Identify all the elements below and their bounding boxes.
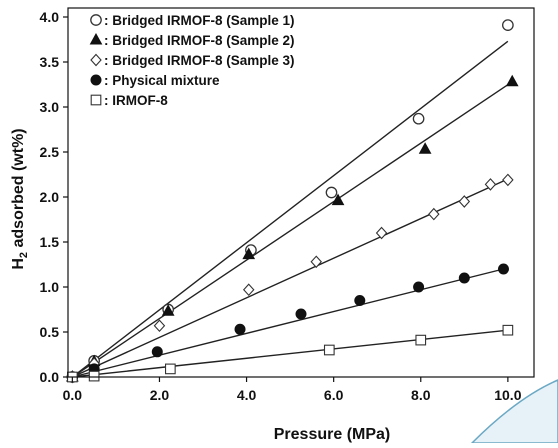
data-point-series-2 [331,193,345,206]
data-point-series-3 [502,173,514,187]
data-point-series-4 [498,263,510,275]
y-tick-label: 1.0 [40,279,60,295]
y-axis-title-rest: adsorbed (wt%) [10,128,27,252]
y-tick-label: 1.5 [40,234,60,250]
x-tick-label: 8.0 [411,387,431,403]
data-markers [66,19,519,384]
data-point-series-2 [161,304,175,316]
legend-marker-4 [90,74,102,86]
data-point-series-2 [418,142,432,154]
legend-label-2: : Bridged IRMOF-8 (Sample 2) [104,33,295,48]
fit-line-series-5 [72,329,508,378]
legend-label-4: : Physical mixture [104,73,220,88]
x-tick-label: 2.0 [150,387,170,403]
data-point-series-4 [354,295,366,306]
fit-line-series-1 [71,40,509,378]
legend-label-3: : Bridged IRMOF-8 (Sample 3) [104,53,295,68]
data-point-series-1 [325,186,338,199]
legend: : Bridged IRMOF-8 (Sample 1) : Bridged IR… [89,13,295,108]
legend-label-1: : Bridged IRMOF-8 (Sample 1) [104,13,295,28]
fit-line-series-4 [72,268,504,378]
legend-marker-3 [90,53,102,67]
axis-ticks: 0.0 2.0 4.0 6.0 8.0 10.0 0.0 0.5 1.0 1.5 2.0 2.5 3.0… [40,9,522,403]
data-point-series-4 [295,308,307,320]
x-tick-label: 4.0 [237,387,257,403]
y-tick-label: 2.5 [40,144,60,160]
data-point-series-5 [502,324,514,336]
legend-marker-2 [89,32,103,45]
data-point-series-4 [234,323,246,335]
legend-label-5: : IRMOF-8 [104,93,168,108]
data-point-series-1 [412,112,425,125]
data-point-series-3 [153,319,166,333]
data-point-series-4 [458,272,470,284]
x-tick-label: 0.0 [63,387,83,403]
y-tick-label: 0.0 [40,369,60,385]
x-tick-label: 10.0 [494,387,521,403]
y-tick-label: 4.0 [40,9,60,25]
data-point-series-3 [310,255,322,269]
data-point-series-5 [88,370,100,382]
data-point-series-2 [505,74,519,87]
data-point-series-5 [323,344,335,356]
data-point-series-3 [242,283,255,297]
data-point-series-4 [151,346,163,358]
data-point-series-3 [375,226,388,240]
data-point-series-3 [428,207,440,221]
fit-lines [71,40,513,378]
data-point-series-5 [164,363,176,375]
data-point-series-4 [413,281,425,293]
y-axis-title-main: H [10,258,27,270]
y-tick-label: 2.0 [40,189,60,205]
legend-marker-1 [90,14,102,26]
data-point-series-1 [502,19,514,31]
x-tick-label: 6.0 [324,387,344,403]
y-axis-title: H2 adsorbed (wt%) [10,128,30,269]
fit-line-series-2 [71,81,513,378]
y-axis-title-subscript: 2 [18,252,30,258]
data-point-series-5 [415,334,427,346]
data-point-series-3 [458,195,471,208]
data-point-series-3 [484,178,497,191]
plot-frame [67,7,535,378]
x-axis-title: Pressure (MPa) [274,426,391,443]
y-tick-label: 0.5 [40,324,60,340]
legend-marker-5 [90,94,102,106]
y-tick-label: 3.0 [40,99,60,115]
data-point-series-2 [242,247,256,260]
y-tick-label: 3.5 [40,54,60,70]
